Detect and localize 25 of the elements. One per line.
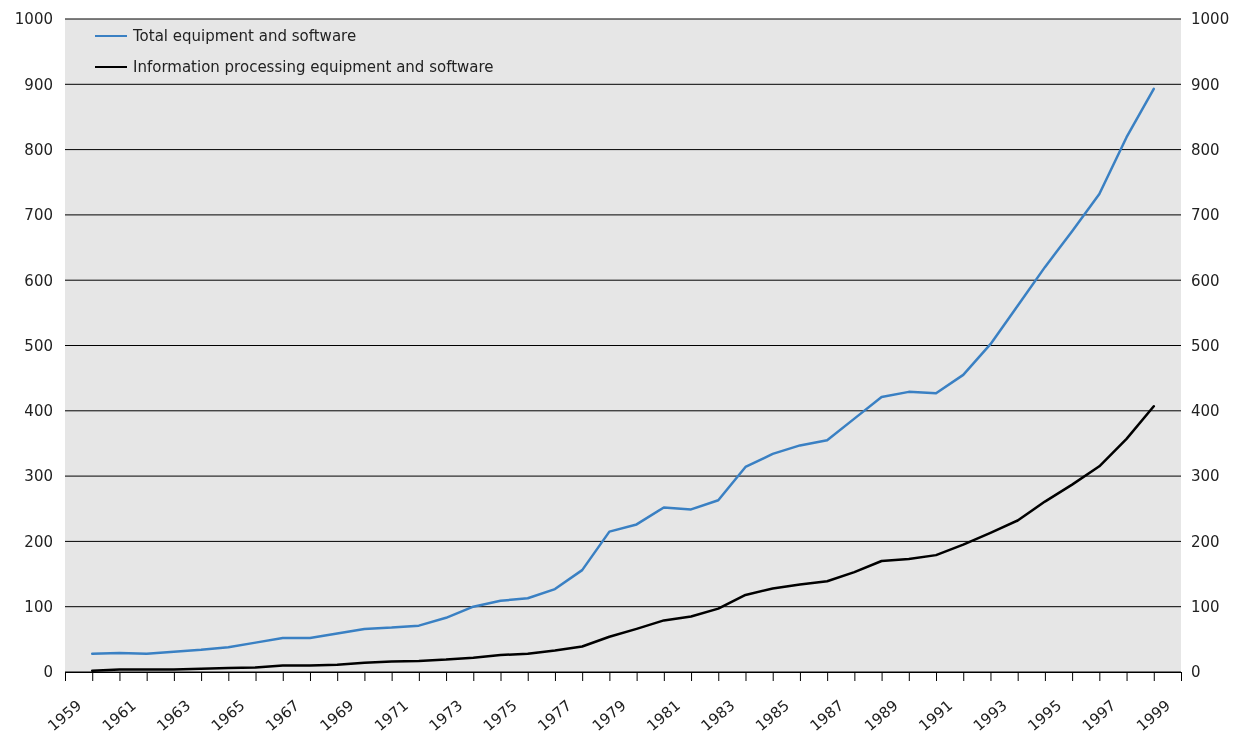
legend-label: Total equipment and software bbox=[132, 27, 357, 46]
y-tick-label: 200 bbox=[24, 532, 53, 551]
y-tick-label: 0 bbox=[43, 663, 53, 682]
y-tick-label: 1000 bbox=[14, 10, 53, 29]
line-series bbox=[90, 87, 1156, 655]
y2-tick-label: 700 bbox=[1191, 206, 1220, 225]
y2-tick-label: 1000 bbox=[1191, 10, 1230, 29]
y-tick-label: 300 bbox=[24, 467, 53, 486]
y2-tick-label: 500 bbox=[1191, 336, 1220, 355]
y-tick-label: 100 bbox=[24, 598, 53, 616]
y2-tick-label: 0 bbox=[1191, 663, 1201, 682]
y2-tick-label: 800 bbox=[1191, 140, 1220, 159]
y-tick-label: 600 bbox=[24, 271, 53, 290]
y2-tick-label: 100 bbox=[1191, 598, 1220, 616]
legend-label: Information processing equipment and software bbox=[133, 58, 494, 77]
y2-tick-label: 900 bbox=[1191, 75, 1220, 94]
y-tick-label: 800 bbox=[24, 140, 53, 159]
y2-tick-label: 200 bbox=[1191, 532, 1220, 551]
y-tick-label: 500 bbox=[24, 336, 53, 355]
y-tick-label: 400 bbox=[24, 402, 53, 421]
y-tick-label: 700 bbox=[24, 206, 53, 225]
y2-tick-label: 400 bbox=[1191, 402, 1220, 421]
y-tick-label: 900 bbox=[24, 75, 53, 94]
y2-tick-label: 600 bbox=[1191, 271, 1220, 290]
y2-tick-label: 300 bbox=[1191, 467, 1220, 486]
